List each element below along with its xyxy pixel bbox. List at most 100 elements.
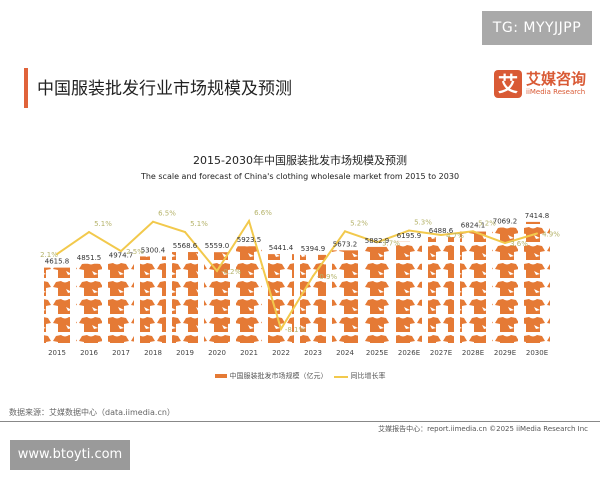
growth-label-2029E: 3.6% bbox=[510, 240, 528, 248]
growth-point-2030E bbox=[536, 232, 538, 235]
growth-label-2023: -0.9% bbox=[317, 273, 338, 281]
x-tick-2022: 2022 bbox=[272, 349, 290, 357]
growth-point-2021 bbox=[248, 219, 250, 222]
x-tick-2029E: 2029E bbox=[494, 349, 516, 357]
bar-2023 bbox=[300, 254, 326, 343]
x-tick-2015: 2015 bbox=[48, 349, 66, 357]
bar-2018 bbox=[140, 256, 166, 343]
bar-2021 bbox=[236, 246, 262, 343]
chart-subtitle: The scale and forecast of China's clothi… bbox=[140, 172, 460, 181]
growth-label-2027E: 4.7% bbox=[446, 232, 464, 240]
legend-item-bar: 中国服装批发市场规模（亿元） bbox=[214, 371, 328, 381]
growth-point-2026E bbox=[408, 229, 410, 232]
growth-point-2024 bbox=[344, 230, 346, 233]
growth-point-2025E bbox=[376, 241, 378, 244]
bar-value-label-2026E: 6195.9 bbox=[397, 232, 422, 240]
bar-value-label-2025E: 5882.9 bbox=[365, 237, 390, 245]
x-tick-2016: 2016 bbox=[80, 349, 98, 357]
bar-value-label-2030E: 7414.8 bbox=[525, 212, 550, 220]
growth-point-2015 bbox=[56, 253, 58, 256]
bar-value-label-2027E: 6488.6 bbox=[429, 227, 454, 235]
bar-2027E bbox=[428, 237, 454, 343]
growth-label-2021: 6.6% bbox=[254, 209, 272, 217]
watermark-top: TG: MYYJJPP bbox=[482, 11, 592, 45]
growth-label-2018: 6.5% bbox=[158, 210, 176, 218]
bar-value-label-2022: 5441.4 bbox=[269, 244, 294, 252]
growth-label-2022: -8.1% bbox=[285, 326, 306, 334]
logo-mark: 艾 bbox=[494, 70, 522, 98]
growth-point-2027E bbox=[440, 233, 442, 236]
bar-2015 bbox=[44, 267, 70, 343]
growth-label-2020: -0.2% bbox=[221, 268, 242, 276]
bar-2030E bbox=[524, 221, 550, 343]
growth-label-2019: 5.1% bbox=[190, 220, 208, 228]
growth-point-2018 bbox=[152, 220, 154, 223]
x-tick-2020: 2020 bbox=[208, 349, 226, 357]
growth-label-2015: 2.1% bbox=[40, 251, 58, 259]
legend-item-line: 同比增长率 bbox=[333, 371, 386, 381]
growth-label-2016: 5.1% bbox=[94, 220, 112, 228]
bar-value-label-2021: 5923.5 bbox=[237, 236, 262, 244]
bar-value-label-2024: 5673.2 bbox=[333, 240, 358, 248]
bar-2028E bbox=[460, 231, 486, 343]
bar-value-label-2018: 5300.4 bbox=[141, 246, 166, 254]
legend-bar-label: 中国服装批发市场规模（亿元） bbox=[229, 372, 328, 380]
x-tick-2030E: 2030E bbox=[526, 349, 548, 357]
growth-point-2022 bbox=[280, 328, 282, 331]
growth-label-2017: 2.5% bbox=[126, 248, 144, 256]
x-tick-2019: 2019 bbox=[176, 349, 194, 357]
bar-value-label-2015: 4615.8 bbox=[45, 258, 70, 266]
watermark-bottom: www.btoyti.com bbox=[10, 440, 130, 470]
growth-point-2020 bbox=[216, 269, 218, 272]
bar-2024 bbox=[332, 250, 358, 343]
growth-label-2028E: 5.2% bbox=[478, 219, 496, 227]
growth-label-2024: 5.2% bbox=[350, 219, 368, 227]
bar-value-label-2017: 4974.7 bbox=[109, 252, 134, 260]
bar-value-label-2023: 5394.9 bbox=[301, 245, 326, 253]
footer-divider bbox=[0, 421, 600, 422]
logo-cn: 艾媒咨询 bbox=[526, 70, 587, 88]
data-source: 数据来源：艾媒数据中心（data.iimedia.cn） bbox=[9, 408, 175, 417]
bar-2019 bbox=[172, 252, 198, 343]
chart-title: 2015-2030年中国服装批发市场规模及预测 bbox=[193, 154, 407, 167]
growth-point-2028E bbox=[472, 230, 474, 233]
x-tick-2026E: 2026E bbox=[398, 349, 420, 357]
growth-point-2029E bbox=[504, 242, 506, 245]
legend-line-swatch bbox=[333, 376, 348, 378]
growth-point-2019 bbox=[184, 231, 186, 234]
bar-2020 bbox=[204, 252, 230, 343]
bar-value-label-2029E: 7069.2 bbox=[493, 218, 518, 226]
x-tick-2024: 2024 bbox=[336, 349, 354, 357]
growth-point-2023 bbox=[312, 275, 314, 278]
page-title: 中国服装批发行业市场规模及预测 bbox=[37, 79, 292, 99]
logo: 艾 艾媒咨询 iiMedia Research bbox=[494, 70, 586, 98]
x-tick-2017: 2017 bbox=[112, 349, 130, 357]
logo-en: iiMedia Research bbox=[526, 88, 586, 96]
bar-value-label-2028E: 6824.1 bbox=[461, 222, 486, 230]
bar-value-label-2019: 5568.6 bbox=[173, 242, 198, 250]
x-tick-2028E: 2028E bbox=[462, 349, 484, 357]
bar-2029E bbox=[492, 227, 518, 343]
title-accent-bar bbox=[24, 68, 28, 108]
bar-2026E bbox=[396, 241, 422, 343]
bar-2025E bbox=[364, 246, 390, 343]
footer-credit: 艾媒报告中心：report.iimedia.cn ©2025 iiMedia R… bbox=[378, 425, 588, 433]
growth-label-2025E: 3.7% bbox=[382, 239, 400, 247]
bar-2017 bbox=[108, 261, 134, 343]
bar-2016 bbox=[76, 263, 102, 343]
legend-line-label: 同比增长率 bbox=[350, 372, 386, 380]
growth-point-2016 bbox=[88, 231, 90, 234]
chart: 4615.82.1% 4851.5 5.1% 4974.72.5%5300.4 6.5%… bbox=[40, 209, 560, 357]
x-tick-2023: 2023 bbox=[304, 349, 322, 357]
growth-label-2030E: 4.9% bbox=[542, 230, 560, 238]
bar-value-label-2016: 4851.5 bbox=[77, 254, 102, 262]
x-tick-2027E: 2027E bbox=[430, 349, 452, 357]
x-tick-2021: 2021 bbox=[240, 349, 258, 357]
growth-point-2017 bbox=[120, 250, 122, 253]
legend: 中国服装批发市场规模（亿元） 同比增长率 bbox=[0, 371, 600, 381]
legend-bar-swatch bbox=[214, 374, 227, 378]
bar-value-label-2020: 5559.0 bbox=[205, 242, 230, 250]
growth-label-2026E: 5.3% bbox=[414, 219, 432, 227]
x-tick-2018: 2018 bbox=[144, 349, 162, 357]
